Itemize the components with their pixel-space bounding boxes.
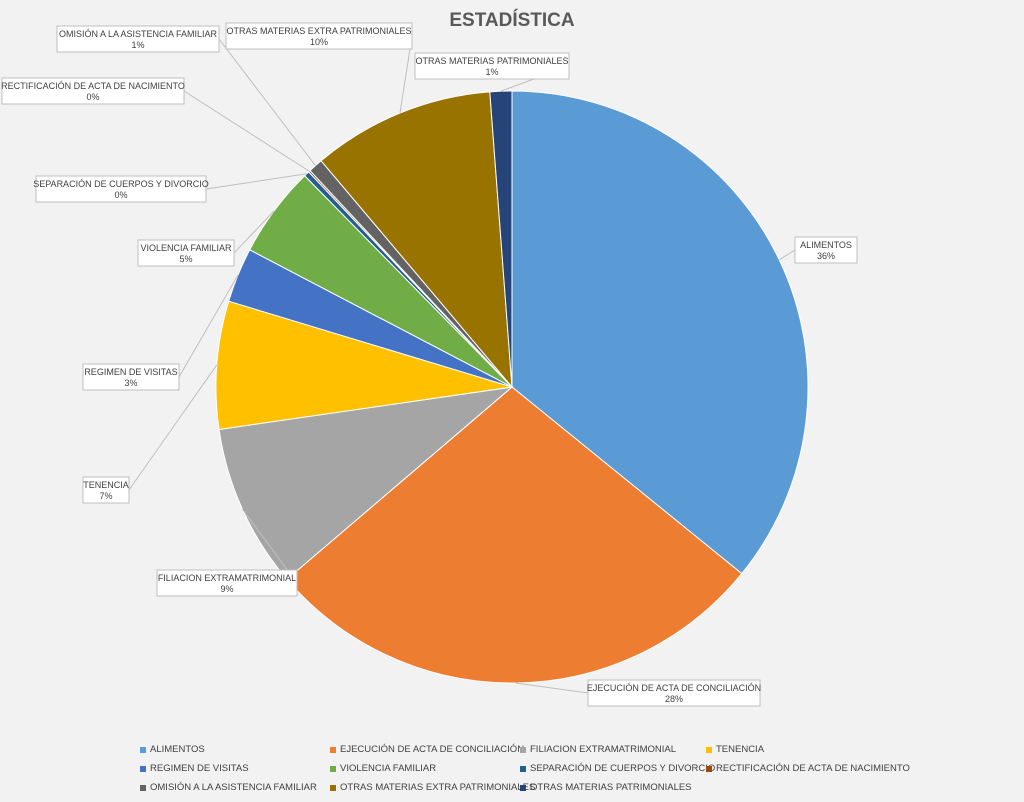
data-label-category-5: VIOLENCIA FAMILIAR bbox=[140, 243, 232, 253]
legend-label: REGIMEN DE VISITAS bbox=[150, 763, 249, 774]
legend-swatch bbox=[330, 746, 336, 753]
data-label-box-6 bbox=[35, 175, 207, 203]
legend-label: OTRAS MATERIAS EXTRA PATRIMONIALES bbox=[340, 782, 536, 793]
leader-line-4 bbox=[178, 274, 239, 378]
data-label-box-5 bbox=[137, 239, 235, 267]
legend-swatch bbox=[330, 765, 336, 772]
data-label-value-10: 1% bbox=[485, 67, 498, 77]
leader-line-5 bbox=[233, 210, 275, 254]
legend-swatch bbox=[520, 784, 526, 791]
legend-item-7: RECTIFICACIÓN DE ACTA DE NACIMIENTO bbox=[706, 763, 910, 774]
chart-legend: ALIMENTOS EJECUCIÓN DE ACTA DE CONCILIACI… bbox=[140, 740, 910, 797]
data-label-value-8: 1% bbox=[131, 40, 144, 50]
legend-item-10: OTRAS MATERIAS PATRIMONIALES bbox=[520, 782, 706, 793]
legend-label: ALIMENTOS bbox=[150, 744, 205, 755]
legend-swatch bbox=[140, 746, 146, 753]
pie-slice-1 bbox=[286, 386, 743, 684]
legend-swatch bbox=[140, 765, 146, 772]
legend-item-6: SEPARACIÓN DE CUERPOS Y DIVORCIO bbox=[520, 763, 715, 774]
legend-item-3: TENENCIA bbox=[706, 744, 900, 755]
data-label-box-10 bbox=[414, 52, 570, 80]
legend-row: ALIMENTOS EJECUCIÓN DE ACTA DE CONCILIACI… bbox=[140, 740, 900, 759]
data-label-category-8: OMISIÓN A LA ASISTENCIA FAMILIAR bbox=[59, 29, 218, 39]
data-label-value-6: 0% bbox=[114, 190, 127, 200]
leader-line-0 bbox=[778, 249, 796, 261]
legend-swatch bbox=[520, 746, 526, 753]
data-label-box-0 bbox=[794, 236, 858, 264]
legend-label: EJECUCIÓN DE ACTA DE CONCILIACIÓN bbox=[340, 744, 525, 755]
data-label-value-7: 0% bbox=[86, 92, 99, 102]
data-label-category-10: OTRAS MATERIAS PATRIMONIALES bbox=[415, 56, 568, 66]
data-label-category-7: RECTIFICACIÓN DE ACTA DE NACIMIENTO bbox=[1, 81, 185, 91]
data-label-box-3 bbox=[82, 476, 130, 504]
data-label-value-9: 10% bbox=[310, 37, 328, 47]
legend-item-0: ALIMENTOS bbox=[140, 744, 330, 755]
data-label-value-2: 9% bbox=[220, 584, 233, 594]
data-label-value-5: 5% bbox=[179, 254, 192, 264]
legend-item-1: EJECUCIÓN DE ACTA DE CONCILIACIÓN bbox=[330, 744, 524, 755]
pie-slice-0 bbox=[511, 90, 809, 575]
data-label-value-4: 3% bbox=[124, 378, 137, 388]
legend-swatch bbox=[706, 746, 712, 753]
chart-title: ESTADÍSTICA bbox=[449, 10, 575, 31]
leader-line-3 bbox=[128, 364, 218, 491]
legend-label: RECTIFICACIÓN DE ACTA DE NACIMIENTO bbox=[716, 763, 910, 774]
legend-row: REGIMEN DE VISITAS VIOLENCIA FAMILIAR SEPA… bbox=[140, 759, 910, 778]
data-label-box-7 bbox=[1, 77, 185, 105]
legend-label: OTRAS MATERIAS PATRIMONIALES bbox=[530, 782, 692, 793]
legend-item-5: VIOLENCIA FAMILIAR bbox=[330, 763, 520, 774]
legend-swatch bbox=[330, 784, 336, 791]
data-label-box-2 bbox=[156, 569, 298, 597]
leader-line-6 bbox=[205, 173, 307, 190]
data-label-box-4 bbox=[82, 363, 180, 391]
data-label-value-0: 36% bbox=[817, 251, 835, 261]
data-label-box-8 bbox=[56, 25, 220, 53]
data-label-box-9 bbox=[225, 22, 413, 50]
legend-swatch bbox=[520, 765, 526, 772]
legend-label: OMISIÓN A LA ASISTENCIA FAMILIAR bbox=[150, 782, 317, 793]
legend-swatch bbox=[140, 784, 146, 791]
data-label-category-9: OTRAS MATERIAS EXTRA PATRIMONIALES bbox=[226, 26, 411, 36]
legend-label: VIOLENCIA FAMILIAR bbox=[340, 763, 437, 774]
legend-item-2: FILIACION EXTRAMATRIMONIAL bbox=[520, 744, 706, 755]
leader-line-7 bbox=[183, 90, 310, 172]
data-label-value-3: 7% bbox=[99, 491, 112, 501]
data-label-category-6: SEPARACIÓN DE CUERPOS Y DIVORCIO bbox=[33, 179, 209, 189]
legend-item-8: OMISIÓN A LA ASISTENCIA FAMILIAR bbox=[140, 782, 330, 793]
data-label-category-3: TENENCIA bbox=[83, 480, 129, 490]
data-label-category-2: FILIACION EXTRAMATRIMONIAL bbox=[158, 573, 296, 583]
leader-line-1 bbox=[515, 682, 589, 694]
legend-label: FILIACION EXTRAMATRIMONIAL bbox=[530, 744, 677, 755]
data-label-category-4: REGIMEN DE VISITAS bbox=[84, 367, 177, 377]
leader-line-8 bbox=[218, 38, 316, 166]
legend-label: TENENCIA bbox=[716, 744, 765, 755]
data-label-value-1: 28% bbox=[665, 694, 683, 704]
data-label-category-1: EJECUCIÓN DE ACTA DE CONCILIACIÓN bbox=[587, 683, 761, 693]
legend-row: OMISIÓN A LA ASISTENCIA FAMILIAR OTRAS MA… bbox=[140, 778, 900, 797]
legend-item-4: REGIMEN DE VISITAS bbox=[140, 763, 330, 774]
legend-label: SEPARACIÓN DE CUERPOS Y DIVORCIO bbox=[530, 763, 716, 774]
legend-item-9: OTRAS MATERIAS EXTRA PATRIMONIALES bbox=[330, 782, 535, 793]
pie-slice-9 bbox=[320, 91, 513, 389]
legend-swatch bbox=[706, 765, 712, 772]
data-label-category-0: ALIMENTOS bbox=[800, 240, 852, 250]
data-label-box-1 bbox=[587, 679, 761, 707]
